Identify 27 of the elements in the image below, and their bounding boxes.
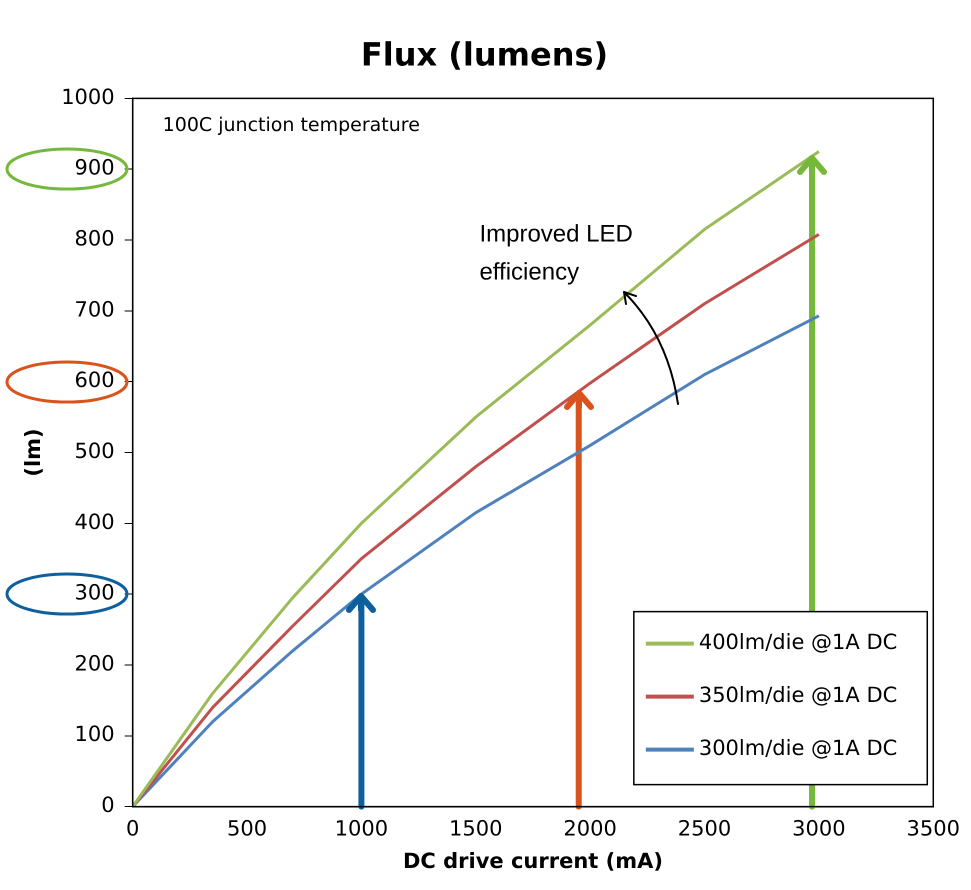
y-tick-label: 200 (74, 651, 115, 676)
annotation: Improved LED efficiency (479, 220, 633, 286)
chart-title: Flux (lumens) (360, 36, 608, 74)
y-tick-label: 400 (74, 510, 115, 534)
annotation: 100C junction temperature (162, 114, 420, 136)
x-axis-title: DC drive current (mA) (402, 848, 663, 873)
x-tick-label: 2500 (678, 816, 732, 841)
x-tick-label: 0 (126, 816, 140, 841)
legend-label: 400lm/die @1A DC (698, 630, 898, 654)
x-tick-label: 3500 (906, 816, 960, 841)
legend-label: 300lm/die @1A DC (698, 736, 898, 760)
y-tick-label: 500 (74, 438, 115, 463)
y-tick-label: 800 (74, 226, 115, 250)
x-tick-label: 500 (226, 816, 268, 841)
y-tick-label: 900 (74, 156, 115, 180)
y-tick-label: 0 (101, 793, 115, 818)
y-tick-label: 1000 (61, 84, 115, 109)
x-tick-label: 3000 (792, 816, 846, 841)
y-tick-label: 100 (74, 722, 115, 746)
y-tick-label: 700 (74, 297, 115, 322)
y-axis-title: (lm) (21, 428, 46, 477)
x-tick-label: 1000 (334, 816, 388, 841)
y-tick-label: 600 (74, 368, 115, 392)
legend-label: 350lm/die @1A DC (698, 683, 898, 708)
x-tick-label: 1500 (449, 816, 502, 841)
x-tick-label: 2000 (563, 816, 617, 841)
y-tick-label: 300 (74, 580, 115, 605)
